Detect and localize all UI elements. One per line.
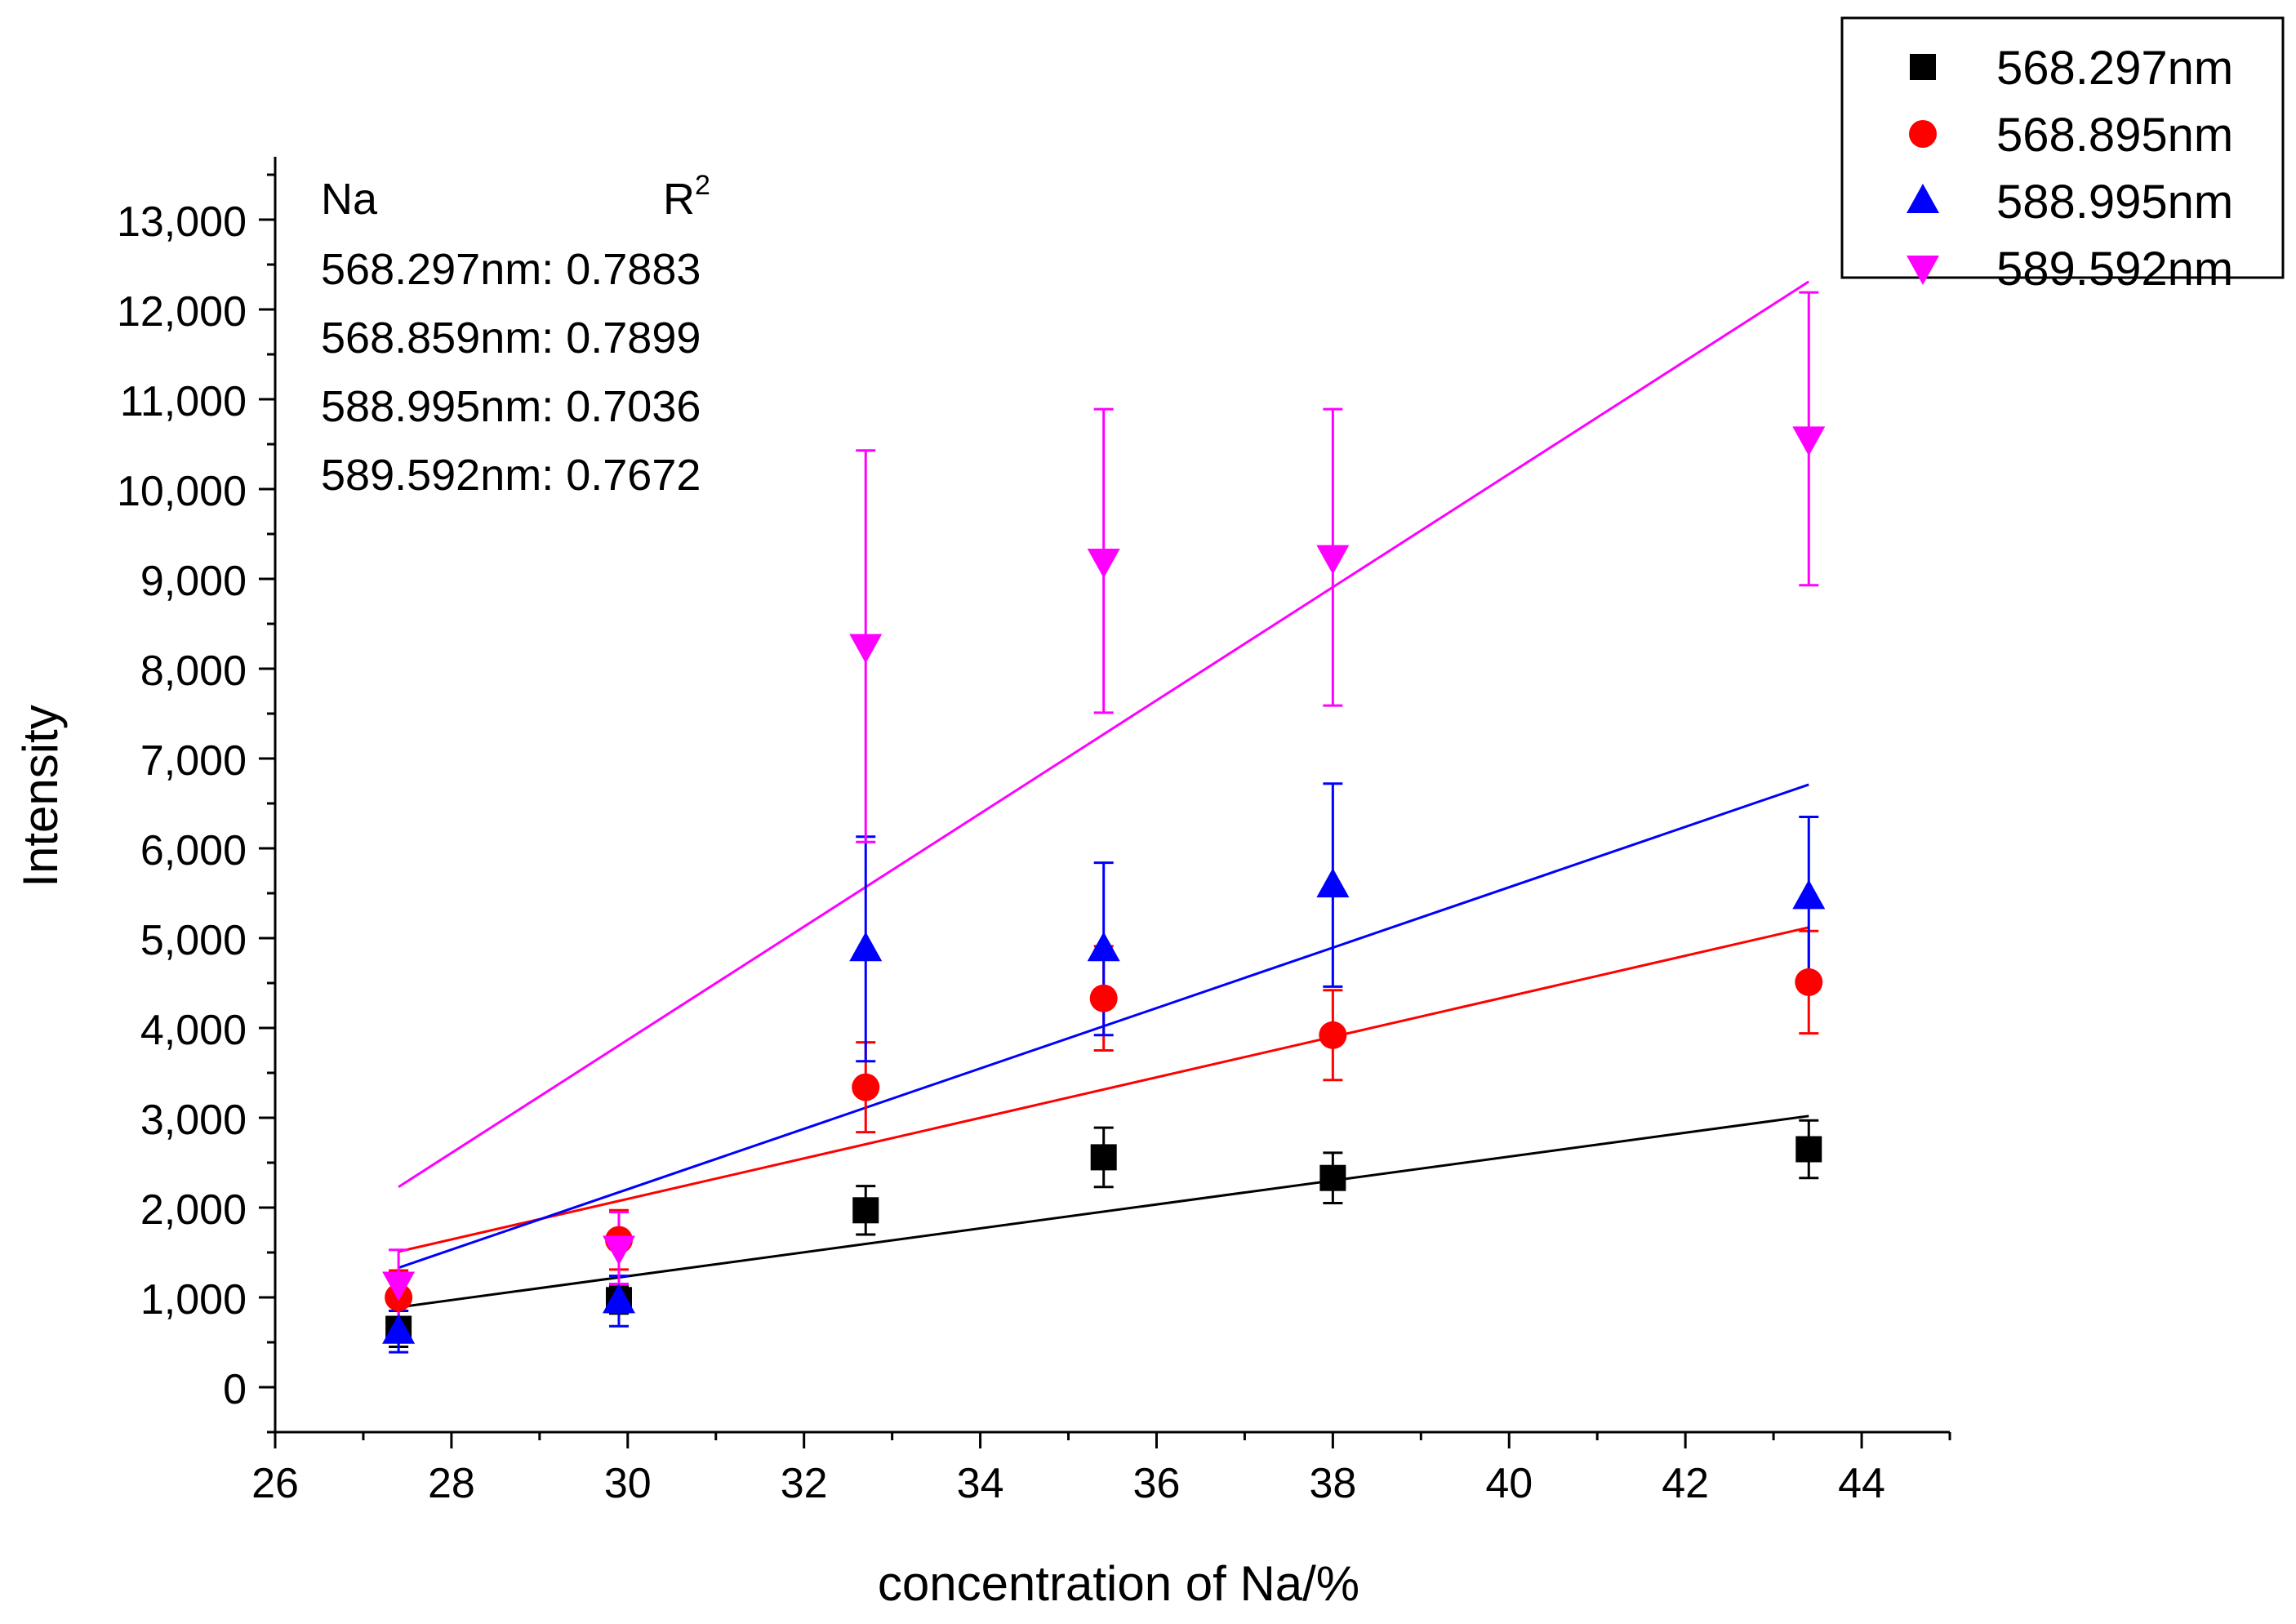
data-point — [602, 1235, 635, 1266]
legend-label: 588.995nm — [1996, 176, 2233, 229]
data-point — [1792, 879, 1826, 910]
y-tick-label: 7,000 — [140, 737, 247, 785]
x-tick-label: 32 — [781, 1460, 828, 1507]
y-tick-label: 6,000 — [140, 827, 247, 874]
data-point — [1316, 868, 1350, 898]
legend-marker — [1907, 184, 1939, 213]
y-tick-label: 8,000 — [140, 647, 247, 695]
legend-marker — [1907, 256, 1939, 285]
data-point — [1319, 1164, 1346, 1191]
annotation-header-r: R — [663, 175, 695, 224]
legend-marker — [1909, 120, 1937, 148]
legend-markers — [1907, 54, 1939, 285]
data-point — [1087, 549, 1120, 578]
data-point — [382, 1271, 416, 1301]
annotation-header-na: Na — [321, 175, 378, 224]
y-tick-label: 13,000 — [117, 198, 247, 246]
legend: 568.297nm 568.895nm 588.995nm 589.592nm — [1840, 16, 2285, 296]
annotation-line: 568.297nm: 0.7883 — [321, 245, 701, 294]
x-tick-label: 36 — [1133, 1460, 1181, 1507]
x-tick-label: 34 — [957, 1460, 1004, 1507]
x-tick-label: 28 — [428, 1460, 475, 1507]
y-tick-label: 1,000 — [140, 1276, 247, 1324]
x-tick-label: 44 — [1838, 1460, 1885, 1507]
data-point — [1792, 426, 1826, 456]
x-tick-label: 38 — [1309, 1460, 1356, 1507]
y-tick-label: 11,000 — [120, 378, 247, 425]
annotation-line: 588.995nm: 0.7036 — [321, 382, 701, 431]
y-tick-label: 3,000 — [140, 1097, 247, 1144]
annotation-line: 568.859nm: 0.7899 — [321, 314, 701, 363]
r-squared-annotation: Na R2 568.297nm: 0.7883 568.859nm: 0.789… — [321, 170, 710, 500]
fit-line — [398, 280, 1810, 1188]
annotation-header-sup: 2 — [695, 170, 710, 201]
data-point — [1316, 545, 1350, 575]
data-point — [852, 1197, 879, 1224]
legend-label: 568.895nm — [1996, 109, 2233, 162]
annotation-line: 589.592nm: 0.7672 — [321, 451, 701, 500]
data-point — [1795, 968, 1823, 996]
y-tick-label: 4,000 — [140, 1007, 247, 1054]
legend-marker — [1910, 54, 1936, 80]
data-point — [1090, 1144, 1117, 1171]
y-tick-label: 0 — [223, 1366, 247, 1413]
x-tick-label: 26 — [251, 1460, 299, 1507]
fit-line — [398, 1115, 1809, 1309]
annotation-header-r2: R2 — [663, 170, 710, 224]
legend-label: 568.297nm — [1996, 42, 2233, 95]
fit-line — [398, 926, 1809, 1253]
data-point — [849, 634, 883, 664]
data-point — [602, 1284, 635, 1314]
axes: 0 1,000 2,000 3,000 4,000 5,000 6,000 7,000 8,00… — [117, 157, 1951, 1507]
y-tick-label: 10,000 — [117, 468, 247, 515]
legend-label: 589.592nm — [1996, 242, 2233, 296]
y-tick-label: 2,000 — [140, 1186, 247, 1234]
x-axis-label: concentration of Na/% — [878, 1556, 1359, 1611]
data-point — [852, 1073, 880, 1101]
data-point — [1319, 1021, 1347, 1049]
x-tick-label: 42 — [1662, 1460, 1709, 1507]
data-point — [1087, 932, 1120, 962]
y-axis-label: Intensity — [13, 705, 68, 887]
x-tick-label: 40 — [1485, 1460, 1533, 1507]
data-point — [382, 1314, 416, 1344]
y-tick-label: 9,000 — [140, 558, 247, 605]
data-point — [849, 932, 883, 962]
data-point — [1089, 984, 1118, 1012]
y-tick-label: 12,000 — [117, 288, 247, 336]
x-tick-label: 30 — [604, 1460, 652, 1507]
data-point — [1795, 1136, 1822, 1163]
y-tick-label: 5,000 — [140, 917, 247, 964]
data-points — [382, 426, 1826, 1344]
